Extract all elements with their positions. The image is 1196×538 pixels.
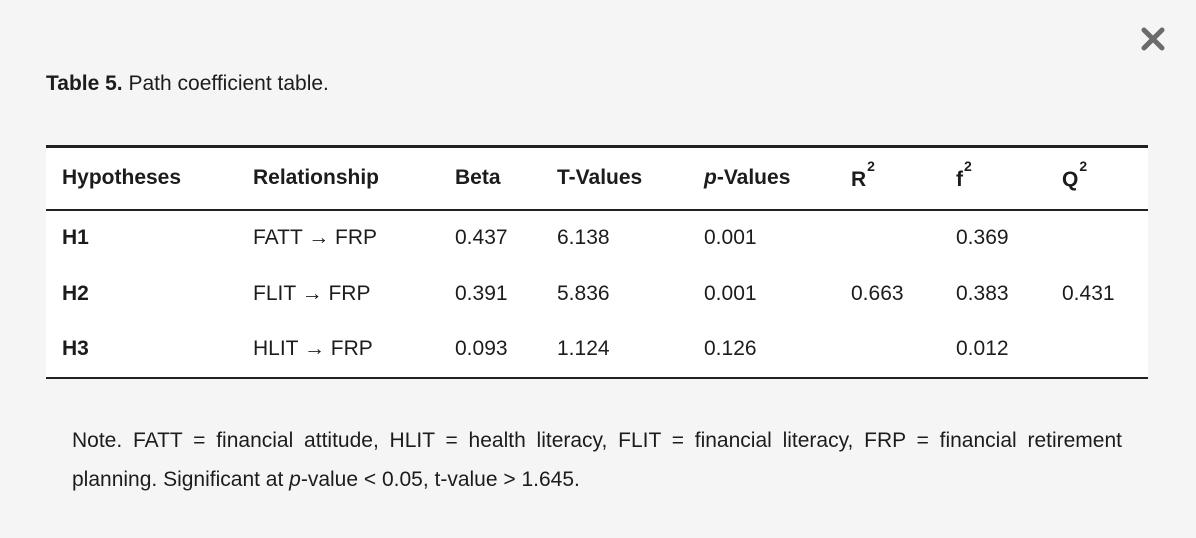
col-header-p-values: p-Values xyxy=(688,146,835,211)
table-caption-text: Path coefficient table. xyxy=(122,72,329,95)
col-header-f-squared: f2 xyxy=(940,146,1046,211)
table-caption: Table 5. Path coefficient table. xyxy=(46,71,329,97)
cell-p-value: 0.001 xyxy=(704,281,757,305)
cell-p-value: 0.001 xyxy=(704,226,757,249)
q-base: Q xyxy=(1062,167,1079,191)
cell-beta: 0.391 xyxy=(455,281,508,305)
cell-hypothesis: H2 xyxy=(62,281,89,305)
cell-p-value: 0.126 xyxy=(704,337,757,360)
col-header-t-values: T-Values xyxy=(541,146,688,211)
cell-q-squared: 0.431 xyxy=(1062,281,1115,305)
table-row-h3: H3 HLIT → FRP 0.093 1.124 0.126 0.012 xyxy=(46,322,1148,378)
cell-beta: 0.437 xyxy=(455,226,508,249)
table-row-h2: H2 FLIT → FRP 0.391 5.836 0.001 0.663 0.… xyxy=(46,266,1148,322)
r-base: R xyxy=(851,167,867,191)
cell-t-value: 6.138 xyxy=(557,226,610,249)
cell-relationship: FLIT → FRP xyxy=(253,281,371,305)
cell-hypothesis: H3 xyxy=(62,337,89,360)
path-coefficient-table: Hypotheses Relationship Beta T-Values p-… xyxy=(46,145,1148,379)
cell-f-squared: 0.383 xyxy=(956,281,1009,305)
cell-r-squared: 0.663 xyxy=(851,281,904,305)
note-part1: Note. FATT = financial attitude, HLIT = … xyxy=(72,429,1122,491)
cell-q-squared xyxy=(1046,210,1148,266)
cell-t-value: 1.124 xyxy=(557,337,610,360)
f-superscript: 2 xyxy=(964,157,972,174)
cell-q-squared xyxy=(1046,322,1148,378)
close-button[interactable] xyxy=(1136,22,1170,56)
col-header-hypotheses: Hypotheses xyxy=(46,146,237,211)
col-header-r-squared: R2 xyxy=(835,146,940,211)
p-values-italic-p: p xyxy=(704,166,717,190)
header-row: Hypotheses Relationship Beta T-Values p-… xyxy=(46,146,1148,211)
f-base: f xyxy=(956,167,963,191)
col-header-q-squared: Q2 xyxy=(1046,146,1148,211)
cell-relationship: FATT → FRP xyxy=(253,226,378,249)
p-values-rest: -Values xyxy=(716,166,791,190)
cell-r-squared xyxy=(835,210,940,266)
cell-beta: 0.093 xyxy=(455,337,508,360)
table-row-h1: H1 FATT → FRP 0.437 6.138 0.001 0.369 xyxy=(46,210,1148,266)
cell-hypothesis: H1 xyxy=(62,226,89,249)
cell-r-squared xyxy=(835,322,940,378)
q-superscript: 2 xyxy=(1079,157,1088,174)
col-header-relationship: Relationship xyxy=(237,146,439,211)
col-header-beta: Beta xyxy=(439,146,541,211)
note-part2: -value < 0.05, t-value > 1.645. xyxy=(300,468,580,491)
note-italic-p: p xyxy=(289,468,301,491)
table-caption-number: Table 5. xyxy=(46,72,123,95)
cell-f-squared: 0.012 xyxy=(956,337,1009,360)
cell-f-squared: 0.369 xyxy=(956,226,1009,249)
cell-t-value: 5.836 xyxy=(557,281,610,305)
r-superscript: 2 xyxy=(867,157,875,174)
close-icon xyxy=(1141,27,1165,51)
table-note: Note. FATT = financial attitude, HLIT = … xyxy=(72,421,1122,499)
cell-relationship: HLIT → FRP xyxy=(253,337,373,360)
